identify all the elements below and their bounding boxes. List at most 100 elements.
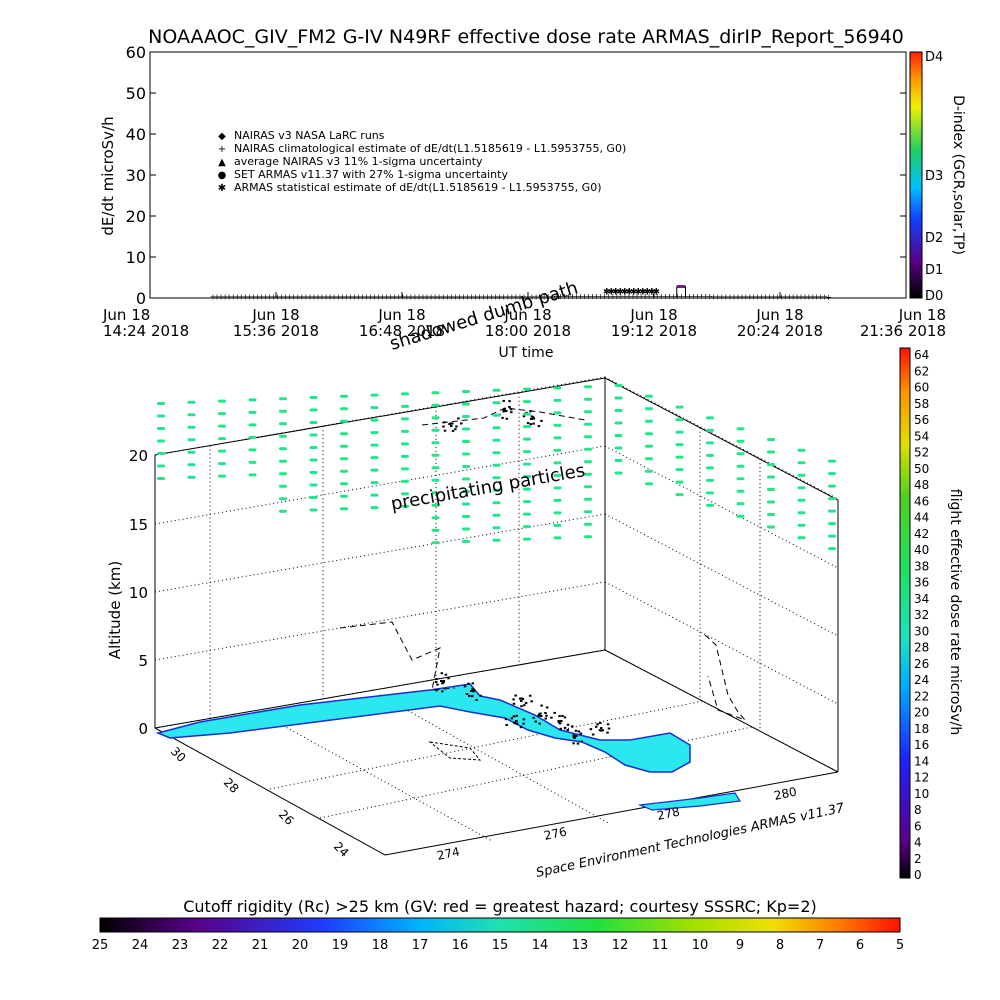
climatology-point: +	[774, 293, 781, 302]
precip-particle	[187, 463, 196, 467]
latitude-ticks: 30 28 26 24	[168, 744, 352, 860]
flight-track-point	[435, 689, 438, 692]
legend-entry: NAIRAS climatological estimate of dE/dt(…	[234, 142, 626, 155]
flight-track-point	[508, 405, 511, 408]
climatology-point: +	[339, 292, 346, 301]
precip-particle	[523, 412, 531, 416]
precip-particle	[553, 411, 562, 415]
climatology-point: +	[428, 292, 435, 301]
flight-track-point	[440, 672, 444, 675]
precip-particle	[645, 419, 653, 423]
climatology-point: +	[424, 292, 431, 301]
climatology-point: +	[605, 292, 612, 301]
flight-track-point	[598, 729, 602, 732]
dose-rate-tick-label: 12	[914, 771, 929, 785]
climatology-point: +	[436, 292, 443, 301]
climatology-point: +	[714, 292, 721, 301]
flight-track-point	[600, 729, 603, 732]
precip-particle	[401, 467, 409, 471]
precip-particle	[431, 391, 440, 395]
precip-particle	[309, 396, 318, 399]
climatology-point: +	[210, 292, 217, 301]
flight-track-point	[532, 417, 536, 420]
precip-particle	[340, 507, 348, 511]
precip-particle	[675, 430, 684, 434]
precip-particle	[309, 471, 318, 474]
flight-track-point	[601, 729, 604, 732]
cutoff-tick-label: 17	[412, 938, 429, 953]
precip-particle	[462, 440, 470, 443]
precip-particle	[492, 413, 501, 417]
climatology-point: +	[601, 292, 608, 301]
armas-statistical-point: ✱	[603, 287, 611, 297]
flight-track-point	[436, 683, 439, 686]
climatology-point: +	[537, 292, 544, 301]
climatology-point: +	[408, 292, 415, 301]
climatology-point: +	[282, 292, 289, 301]
cutoff-tick-label: 10	[692, 938, 709, 953]
precip-particle	[431, 478, 440, 482]
climatology-point: +	[658, 292, 665, 301]
flight-track-point	[457, 417, 460, 420]
climatology-point: +	[246, 292, 253, 301]
flight-track-point	[455, 425, 458, 428]
flight-track-point	[558, 715, 561, 718]
flight-track-point	[440, 680, 443, 682]
precip-particle	[828, 484, 836, 488]
precip-particle	[675, 480, 684, 484]
flight-track-point	[550, 716, 553, 719]
precip-particle	[279, 509, 287, 513]
flight-track-point	[448, 423, 451, 426]
climatology-point: +	[335, 292, 342, 301]
climatology-point: +	[638, 292, 645, 301]
precip-particle	[492, 476, 501, 480]
legend-symbol: ▲	[218, 157, 226, 168]
climatology-point: +	[762, 292, 769, 301]
flight-track-point	[589, 728, 593, 731]
precip-particle	[828, 459, 836, 463]
flight-track-point	[521, 697, 525, 700]
climatology-point: +	[642, 292, 649, 301]
chart-title: NOAAAOC_GIV_FM2 G-IV N49RF effective dos…	[148, 26, 904, 48]
flight-track-point	[545, 714, 548, 717]
cutoff-tick-label: 14	[532, 938, 549, 953]
precip-particle	[187, 438, 196, 442]
flight-track-point	[520, 705, 523, 708]
climatology-point: +	[541, 292, 548, 301]
precip-particle	[492, 513, 501, 517]
precip-particle	[370, 456, 379, 460]
precip-particle	[431, 491, 440, 495]
flight-track-point	[538, 722, 541, 725]
climatology-point: +	[460, 292, 467, 301]
dose-rate-tick-label: 14	[914, 754, 929, 768]
precip-particle	[248, 435, 257, 439]
climatology-point: +	[319, 292, 326, 301]
precip-particle	[736, 489, 745, 493]
climatology-point: +	[766, 292, 773, 301]
climatology-point: +	[790, 293, 797, 302]
dose-rate-tick-label: 0	[914, 868, 922, 882]
longitude-tick-label: 280	[773, 784, 798, 802]
cutoff-tick-label: 21	[252, 938, 269, 953]
climatology-point: +	[690, 292, 697, 301]
armas-statistical-point: ✱	[639, 287, 647, 297]
dose-rate-tick-label: 26	[914, 657, 929, 671]
flight-track-point	[563, 726, 567, 729]
precip-particle	[614, 459, 623, 462]
precip-particle	[523, 487, 531, 491]
precip-particle	[523, 537, 531, 541]
precip-particle	[492, 501, 501, 505]
flight-track-point	[563, 716, 567, 719]
armas-statistical-point: ✱	[648, 287, 656, 297]
flight-track-point	[557, 720, 560, 723]
climatology-point: +	[315, 292, 322, 301]
flight-track-point	[591, 733, 595, 736]
flight-track-point	[444, 673, 448, 676]
flight-track-point	[502, 410, 505, 413]
climatology-point: +	[618, 292, 625, 301]
flight-track-point	[522, 415, 526, 418]
precip-particle	[309, 483, 318, 487]
precip-particle	[736, 514, 745, 518]
flight-track-point	[515, 714, 518, 717]
